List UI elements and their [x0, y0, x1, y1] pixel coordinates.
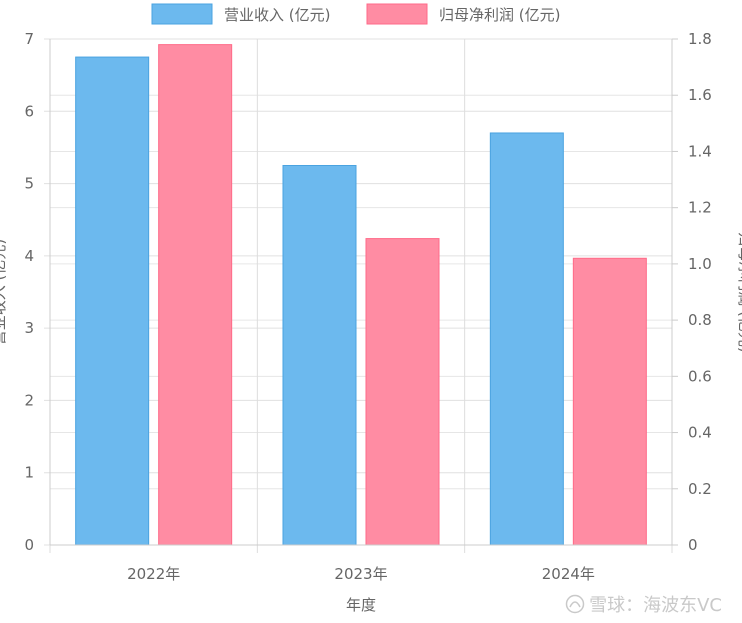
y-left-axis-title: 营业收入 (亿元) — [0, 239, 8, 345]
y-left-tick-label: 6 — [24, 102, 34, 120]
x-tick-label: 2024年 — [542, 565, 595, 583]
y-right-tick-label: 1.2 — [688, 199, 712, 217]
y-right-tick-label: 1.6 — [688, 86, 712, 104]
bar-revenue-3 — [489, 132, 564, 546]
bar-net-profit-3 — [572, 257, 647, 546]
bars — [75, 44, 647, 546]
y-right-axis-title: 归母净利润 (亿元) — [736, 231, 742, 352]
bar-net-profit-2 — [365, 238, 440, 546]
y-right-tick-label: 1.8 — [688, 30, 712, 48]
y-right-tick-label: 1.0 — [688, 255, 712, 273]
legend: 营业收入 (亿元) 归母净利润 (亿元) — [151, 3, 560, 25]
legend-label-net-profit: 归母净利润 (亿元) — [439, 6, 560, 24]
y-right-tick-label: 0 — [688, 536, 698, 554]
y-right-tick-label: 0.6 — [688, 367, 712, 385]
y-right-tick-label: 0.2 — [688, 480, 712, 498]
x-tick-label: 2022年 — [127, 565, 180, 583]
x-axis-title: 年度 — [346, 596, 376, 614]
bar-revenue-1 — [75, 56, 150, 546]
y-left-tick-label: 4 — [24, 247, 34, 265]
legend-label-revenue: 营业收入 (亿元) — [224, 6, 330, 24]
y-left-tick-label: 3 — [24, 319, 34, 337]
axes: 2022年 2023年 2024年 0 1 2 3 4 5 6 7 0 0.2 0.4 0.6 0.8 1.0 1… — [0, 30, 742, 614]
y-left-tick-label: 0 — [24, 536, 34, 554]
watermark: 雪球：海波东VC — [565, 591, 722, 617]
x-tick-label: 2023年 — [334, 565, 387, 583]
y-left-tick-label: 7 — [24, 30, 34, 48]
legend-swatch-net-profit — [366, 3, 428, 25]
watermark-text: 雪球：海波东VC — [589, 595, 722, 616]
y-right-tick-label: 0.8 — [688, 311, 712, 329]
legend-swatch-revenue — [151, 3, 213, 25]
y-left-tick-label: 1 — [24, 464, 34, 482]
y-right-tick-label: 0.4 — [688, 424, 712, 442]
snowball-icon — [565, 594, 585, 614]
y-left-tick-label: 5 — [24, 175, 34, 193]
bar-revenue-2 — [282, 165, 357, 546]
y-left-tick-label: 2 — [24, 391, 34, 409]
y-right-tick-label: 1.4 — [688, 142, 712, 160]
bar-net-profit-1 — [158, 44, 233, 546]
